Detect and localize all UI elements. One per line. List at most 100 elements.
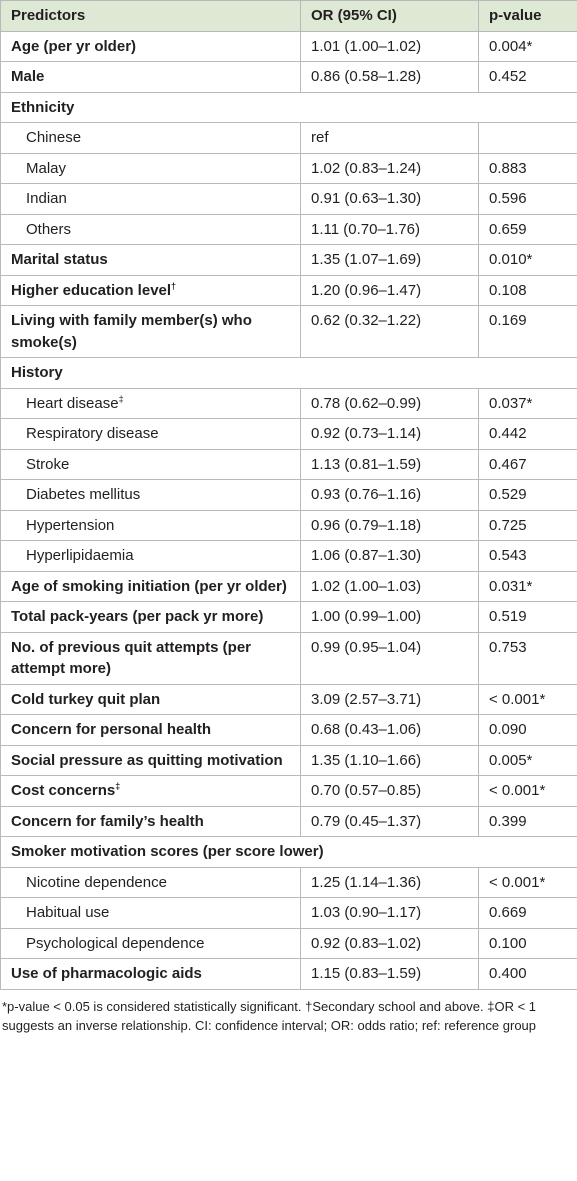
table-row: Respiratory disease 0.92 (0.73–1.14) 0.442 bbox=[0, 418, 577, 450]
p-value-cell: 0.883 bbox=[478, 152, 577, 184]
predictor-label: Respiratory disease bbox=[26, 425, 159, 442]
predictor-cell: Higher education level† bbox=[0, 274, 301, 306]
table-row: History bbox=[0, 357, 577, 389]
table-row: Marital status 1.35 (1.07–1.69) 0.010* bbox=[0, 244, 577, 276]
table-row: Use of pharmacologic aids 1.15 (0.83–1.59… bbox=[0, 958, 577, 990]
table-row: Concern for family’s health 0.79 (0.45–1.… bbox=[0, 805, 577, 837]
predictor-label: Nicotine dependence bbox=[26, 873, 167, 891]
predictor-cell: Age (per yr older) bbox=[0, 30, 301, 62]
table-row: Chinese ref bbox=[0, 122, 577, 154]
predictor-cell: Hypertension bbox=[0, 509, 301, 541]
or-cell: 1.02 (0.83–1.24) bbox=[300, 152, 479, 184]
p-value-cell: 0.596 bbox=[478, 183, 577, 215]
predictor-cell: Concern for personal health bbox=[0, 714, 301, 746]
predictor-cell: Stroke bbox=[0, 448, 301, 480]
predictor-cell: Social pressure as quitting motivation bbox=[0, 744, 301, 776]
or-cell: 0.99 (0.95–1.04) bbox=[300, 631, 479, 685]
or-cell: 0.92 (0.73–1.14) bbox=[300, 418, 479, 450]
predictor-label: Malay bbox=[26, 159, 67, 177]
or-cell: 1.35 (1.07–1.69) bbox=[300, 244, 479, 276]
table-row: Hyperlipidaemia 1.06 (0.87–1.30) 0.543 bbox=[0, 540, 577, 572]
predictor-cell: Ethnicity bbox=[0, 91, 577, 123]
table-row: Diabetes mellitus 0.93 (0.76–1.16) 0.529 bbox=[0, 479, 577, 511]
or-cell: 0.62 (0.32–1.22) bbox=[300, 305, 479, 358]
p-value-cell: 0.452 bbox=[478, 61, 577, 93]
table-row: No. of previous quit attempts (per attem… bbox=[0, 631, 577, 685]
table-row: Social pressure as quitting motivation 1.… bbox=[0, 744, 577, 776]
predictor-cell: Concern for family’s health bbox=[0, 805, 301, 837]
p-value-cell: 0.400 bbox=[478, 958, 577, 990]
predictor-cell: Smoker motivation scores (per score lowe… bbox=[0, 836, 577, 868]
predictor-label: Living with family member(s) who smoke(s… bbox=[11, 312, 252, 351]
predictor-cell: No. of previous quit attempts (per attem… bbox=[0, 631, 301, 685]
table-row: Habitual use 1.03 (0.90–1.17) 0.669 bbox=[0, 897, 577, 929]
p-value-cell: 0.519 bbox=[478, 601, 577, 633]
table-row: Higher education level† 1.20 (0.96–1.47) 0… bbox=[0, 274, 577, 306]
p-value-cell: 0.467 bbox=[478, 448, 577, 480]
predictor-label: Indian bbox=[26, 190, 67, 207]
p-value-cell: 0.010* bbox=[478, 244, 577, 276]
predictor-label: Stroke bbox=[26, 455, 70, 473]
predictor-label: Use of pharmacologic aids bbox=[11, 965, 202, 982]
p-value-cell: 0.005* bbox=[478, 744, 577, 776]
table-row: Others 1.11 (0.70–1.76) 0.659 bbox=[0, 213, 577, 245]
or-cell: 1.02 (1.00–1.03) bbox=[300, 570, 479, 602]
predictor-cell: Male bbox=[0, 61, 301, 93]
or-cell: 3.09 (2.57–3.71) bbox=[300, 683, 479, 715]
p-value-cell: 0.169 bbox=[478, 305, 577, 358]
or-cell: 1.15 (0.83–1.59) bbox=[300, 958, 479, 990]
table-row: Malay 1.02 (0.83–1.24) 0.883 bbox=[0, 152, 577, 184]
p-value-cell: 0.004* bbox=[478, 30, 577, 62]
or-cell: 1.01 (1.00–1.02) bbox=[300, 30, 479, 62]
or-cell: ref bbox=[300, 122, 479, 154]
p-value-cell: 0.543 bbox=[478, 540, 577, 572]
table-row: Living with family member(s) who smoke(s… bbox=[0, 305, 577, 358]
footnote: *p-value < 0.05 is considered statistica… bbox=[2, 998, 537, 1033]
predictor-cell: Hyperlipidaemia bbox=[0, 540, 301, 572]
predictor-cell: Psychological dependence bbox=[0, 927, 301, 959]
p-value-cell: 0.442 bbox=[478, 418, 577, 450]
or-cell: 1.25 (1.14–1.36) bbox=[300, 866, 479, 898]
predictor-cell: Others bbox=[0, 213, 301, 245]
predictor-cell: Chinese bbox=[0, 122, 301, 154]
predictor-cell: Marital status bbox=[0, 244, 301, 276]
or-cell: 0.96 (0.79–1.18) bbox=[300, 509, 479, 541]
table-row: Nicotine dependence 1.25 (1.14–1.36) < 0.0… bbox=[0, 866, 577, 898]
predictor-label: Marital status bbox=[11, 251, 108, 268]
p-value-cell: 0.031* bbox=[478, 570, 577, 602]
p-value-cell: 0.529 bbox=[478, 479, 577, 511]
or-cell: 0.79 (0.45–1.37) bbox=[300, 805, 479, 837]
predictor-label: Age (per yr older) bbox=[11, 37, 137, 55]
table-row: Ethnicity bbox=[0, 91, 577, 123]
table-body: Age (per yr older) 1.01 (1.00–1.02) 0.004*… bbox=[0, 30, 577, 990]
p-value-cell: < 0.001* bbox=[478, 775, 577, 807]
or-cell: 0.70 (0.57–0.85) bbox=[300, 775, 479, 807]
predictor-cell: Cost concerns‡ bbox=[0, 775, 301, 807]
predictor-cell: Nicotine dependence bbox=[0, 866, 301, 898]
predictor-cell: Use of pharmacologic aids bbox=[0, 958, 301, 990]
predictor-cell: Respiratory disease bbox=[0, 418, 301, 450]
header-cell: Predictors bbox=[0, 0, 301, 32]
p-value-cell: < 0.001* bbox=[478, 683, 577, 715]
table-row: Total pack-years (per pack yr more) 1.00 … bbox=[0, 601, 577, 633]
table-row: Male 0.86 (0.58–1.28) 0.452 bbox=[0, 61, 577, 93]
predictor-label: Others bbox=[26, 220, 72, 238]
predictor-label: Hyperlipidaemia bbox=[26, 547, 134, 564]
table-row: Stroke 1.13 (0.81–1.59) 0.467 bbox=[0, 448, 577, 480]
predictor-label: No. of previous quit attempts (per attem… bbox=[11, 638, 252, 678]
predictor-label: Concern for family’s health bbox=[11, 812, 204, 830]
or-cell: 1.06 (0.87–1.30) bbox=[300, 540, 479, 572]
predictor-label: Higher education level bbox=[11, 281, 172, 299]
or-cell: 1.20 (0.96–1.47) bbox=[300, 274, 479, 306]
results-table: Predictors OR (95% CI) p-value Age (per … bbox=[0, 0, 577, 990]
predictor-cell: Cold turkey quit plan bbox=[0, 683, 301, 715]
predictor-label: Heart disease bbox=[26, 394, 119, 412]
table-row: Cost concerns‡ 0.70 (0.57–0.85) < 0.001* bbox=[0, 775, 577, 807]
predictor-label: Chinese bbox=[26, 129, 82, 146]
table-row: Hypertension 0.96 (0.79–1.18) 0.725 bbox=[0, 509, 577, 541]
footnote-mark: † bbox=[171, 280, 177, 291]
predictor-cell: Habitual use bbox=[0, 897, 301, 929]
predictor-cell: History bbox=[0, 357, 577, 389]
or-cell: 1.35 (1.10–1.66) bbox=[300, 744, 479, 776]
